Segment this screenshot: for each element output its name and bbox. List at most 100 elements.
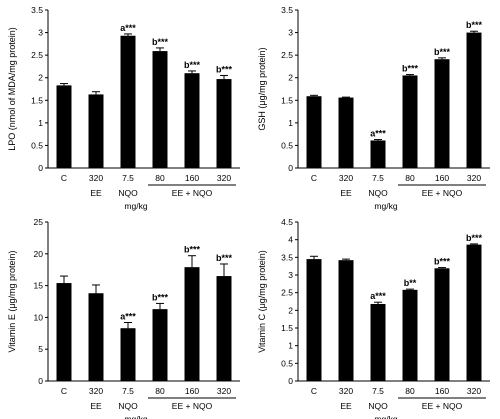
y-tick-label: 3: [288, 28, 293, 38]
y-tick-label: 25: [34, 217, 44, 227]
y-tick-label: 2.5: [31, 50, 43, 60]
group-label-nqo: NQO: [368, 188, 388, 198]
chart-panel-1: 0 0.5 1 1.5 2 2.5 3 3.5 LPO (nmol of MDA/mg prot…: [7, 5, 240, 211]
chart-panel-2: 0 0.5 1 1.5 2 2.5 3 3.5 GSH (μg/mg protein) C 320 a…: [257, 5, 490, 211]
bar: [402, 289, 418, 381]
bar: [56, 85, 72, 168]
y-tick-label: 1: [288, 118, 293, 128]
y-axis-label: GSH (μg/mg protein): [257, 47, 267, 130]
bar: [434, 59, 450, 168]
category-label: 160: [435, 173, 449, 183]
group-label-nqo: NQO: [118, 188, 138, 198]
category-label: 80: [155, 173, 165, 183]
bar: [466, 244, 482, 381]
bar: [338, 260, 354, 381]
x-axis-label: mg/kg: [374, 414, 397, 419]
group-label-nqo: NQO: [118, 401, 138, 411]
category-label: 160: [185, 173, 199, 183]
group-label-ee: EE: [340, 188, 352, 198]
y-tick-label: 1: [38, 118, 43, 128]
category-label: 320: [339, 386, 353, 396]
y-tick-label: 1.5: [31, 95, 43, 105]
bar: [370, 140, 386, 168]
group-label-ee: EE: [340, 401, 352, 411]
y-tick-label: 10: [34, 312, 44, 322]
significance-label: b***: [434, 257, 451, 267]
significance-label: b***: [466, 20, 483, 30]
y-axis-label: Vitamin E (μg/mg protein): [7, 250, 17, 352]
bar: [216, 79, 232, 168]
y-tick-label: 1: [288, 341, 293, 351]
significance-label: a***: [120, 23, 136, 33]
significance-label: b***: [216, 64, 233, 74]
chart-panel-3: 0 5 10 15 20 25 Vitamin E (μg/mg protein) C 320 a…: [7, 217, 240, 419]
y-tick-label: 3.5: [281, 5, 293, 15]
y-tick-label: 0.5: [31, 140, 43, 150]
group-label-ee: EE: [90, 401, 102, 411]
category-label: 320: [467, 386, 481, 396]
category-label: 160: [185, 386, 199, 396]
category-label: 7.5: [122, 386, 134, 396]
y-tick-label: 20: [34, 249, 44, 259]
category-label: 160: [435, 386, 449, 396]
significance-label: b***: [152, 37, 169, 47]
significance-label: b***: [466, 233, 483, 243]
significance-label: b***: [184, 245, 201, 255]
y-tick-label: 3.5: [281, 252, 293, 262]
category-label: 320: [217, 386, 231, 396]
y-tick-label: 0: [38, 376, 43, 386]
category-label: 7.5: [372, 173, 384, 183]
bar: [152, 51, 168, 168]
y-tick-label: 3: [38, 28, 43, 38]
group-label-ee-nqo: EE + NQO: [422, 401, 463, 411]
y-tick-label: 15: [34, 281, 44, 291]
significance-label: b**: [404, 278, 417, 288]
significance-label: a***: [120, 311, 136, 321]
bar: [306, 259, 322, 381]
category-label: 80: [405, 386, 415, 396]
bar: [370, 303, 386, 381]
significance-label: b***: [216, 253, 233, 263]
bar: [184, 267, 200, 381]
category-label: 320: [89, 173, 103, 183]
y-tick-label: 3: [288, 270, 293, 280]
category-label: C: [311, 386, 317, 396]
chart-panel-4: 0 0.5 1 1.5 2 2.5 3 3.5 4 4.5 Vitamin C (μg/mg pro…: [257, 217, 490, 419]
category-label: 320: [339, 173, 353, 183]
significance-label: b***: [402, 64, 419, 74]
y-tick-label: 0.5: [281, 140, 293, 150]
group-label-ee-nqo: EE + NQO: [422, 188, 463, 198]
bar: [88, 293, 104, 381]
y-tick-label: 3.5: [31, 5, 43, 15]
category-label: 80: [405, 173, 415, 183]
y-tick-label: 5: [38, 344, 43, 354]
y-tick-label: 0: [288, 163, 293, 173]
y-tick-label: 2: [38, 73, 43, 83]
group-label-nqo: NQO: [368, 401, 388, 411]
y-tick-label: 0: [288, 376, 293, 386]
category-label: 320: [217, 173, 231, 183]
y-tick-label: 2: [288, 73, 293, 83]
x-axis-label: mg/kg: [374, 201, 397, 211]
y-tick-label: 2.5: [281, 288, 293, 298]
category-label: 7.5: [122, 173, 134, 183]
category-label: 320: [89, 386, 103, 396]
category-label: C: [61, 173, 67, 183]
y-tick-label: 4: [288, 235, 293, 245]
bar: [152, 309, 168, 381]
significance-label: a***: [370, 129, 386, 139]
y-tick-label: 2.5: [281, 50, 293, 60]
y-tick-label: 1.5: [281, 95, 293, 105]
significance-label: a***: [370, 291, 386, 301]
category-label: C: [61, 386, 67, 396]
x-axis-label: mg/kg: [124, 414, 147, 419]
group-label-ee-nqo: EE + NQO: [172, 188, 213, 198]
y-tick-label: 4.5: [281, 217, 293, 227]
bar: [56, 283, 72, 381]
bar: [434, 268, 450, 381]
y-tick-label: 1.5: [281, 323, 293, 333]
significance-label: b***: [184, 60, 201, 70]
y-axis-label: LPO (nmol of MDA/mg protein): [7, 27, 17, 151]
category-label: 320: [467, 173, 481, 183]
